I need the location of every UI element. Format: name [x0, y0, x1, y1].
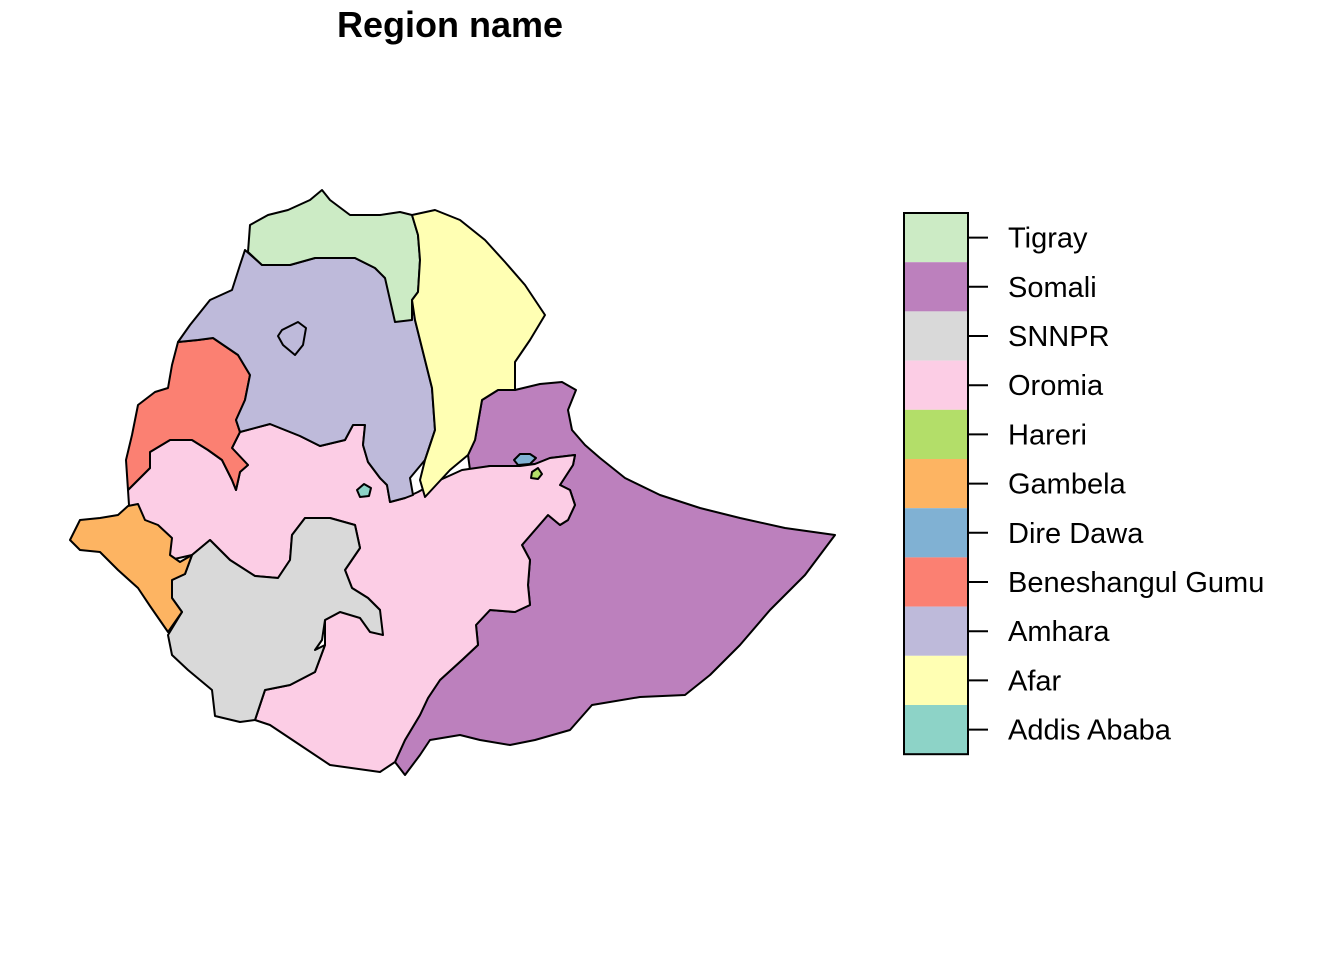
legend-label-snnpr: SNNPR: [1008, 321, 1110, 353]
region-hareri[interactable]: [530, 467, 543, 480]
legend-swatch-tigray: [904, 213, 968, 263]
legend-swatch-afar: [904, 655, 968, 705]
legend-label-tigray: Tigray: [1008, 223, 1088, 255]
region-dire-dawa[interactable]: [513, 453, 537, 466]
region-addis-ababa[interactable]: [356, 483, 372, 498]
legend-swatch-addis-ababa: [904, 705, 968, 755]
legend: Tigray Somali SNNPR Oromia Hareri Gambela Dire…: [903, 212, 1264, 756]
legend-label-gambela: Gambela: [1008, 469, 1127, 501]
legend-swatch-gambela: [904, 459, 968, 509]
region-snnpr[interactable]: [167, 517, 384, 723]
region-afar[interactable]: [411, 209, 546, 498]
region-gambela[interactable]: [69, 503, 193, 633]
legend-swatch-hareri: [904, 409, 968, 459]
legend-label-beneshangul-gumu: Beneshangul Gumu: [1008, 567, 1264, 599]
legend-label-dire-dawa: Dire Dawa: [1008, 518, 1144, 550]
map-title: Region name: [336, 4, 564, 45]
legend-swatch-amhara: [904, 606, 968, 656]
legend-swatch-dire-dawa: [904, 508, 968, 558]
legend-label-somali: Somali: [1008, 272, 1097, 304]
legend-swatch-snnpr: [904, 311, 968, 361]
legend-label-afar: Afar: [1008, 665, 1062, 697]
legend-swatch-oromia: [904, 360, 968, 410]
legend-label-oromia: Oromia: [1008, 370, 1104, 402]
legend-swatch-beneshangul-gumu: [904, 557, 968, 607]
legend-swatch-somali: [904, 262, 968, 312]
legend-label-amhara: Amhara: [1008, 616, 1110, 648]
legend-label-hareri: Hareri: [1008, 419, 1087, 451]
legend-border: [903, 212, 969, 756]
legend-label-addis-ababa: Addis Ababa: [1008, 715, 1172, 747]
